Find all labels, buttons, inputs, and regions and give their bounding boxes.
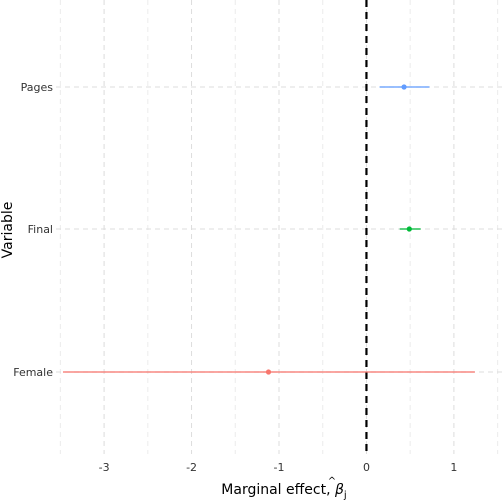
x-tick-label--1: -1 bbox=[274, 461, 285, 474]
x-axis-title-subscript: j bbox=[343, 490, 347, 501]
x-tick-label-layer: -3 -2 -1 0 1 bbox=[99, 461, 458, 474]
y-tick-label-pages: Pages bbox=[21, 81, 54, 94]
y-tick-label-layer: Pages Final Female bbox=[13, 81, 53, 379]
series-layer bbox=[62, 84, 475, 375]
x-tick-label-1: 1 bbox=[450, 461, 457, 474]
estimate-point-female bbox=[265, 369, 272, 375]
x-tick-label--2: -2 bbox=[186, 461, 197, 474]
y-axis-title: Variable bbox=[0, 202, 16, 259]
estimate-point-final bbox=[406, 226, 412, 232]
x-axis-title-beta: β bbox=[334, 482, 344, 498]
x-tick-label-0: 0 bbox=[363, 461, 370, 474]
x-tick-label--3: -3 bbox=[99, 461, 110, 474]
x-axis-title: Marginal effect, βj bbox=[221, 482, 346, 501]
y-tick-label-final: Final bbox=[28, 223, 53, 236]
y-tick-label-female: Female bbox=[13, 366, 53, 379]
grid-layer bbox=[56, 0, 502, 454]
x-axis-title-hat: ^ bbox=[328, 476, 336, 487]
estimate-point-pages bbox=[401, 84, 407, 90]
x-axis-title-text: Marginal effect, bbox=[221, 482, 335, 498]
